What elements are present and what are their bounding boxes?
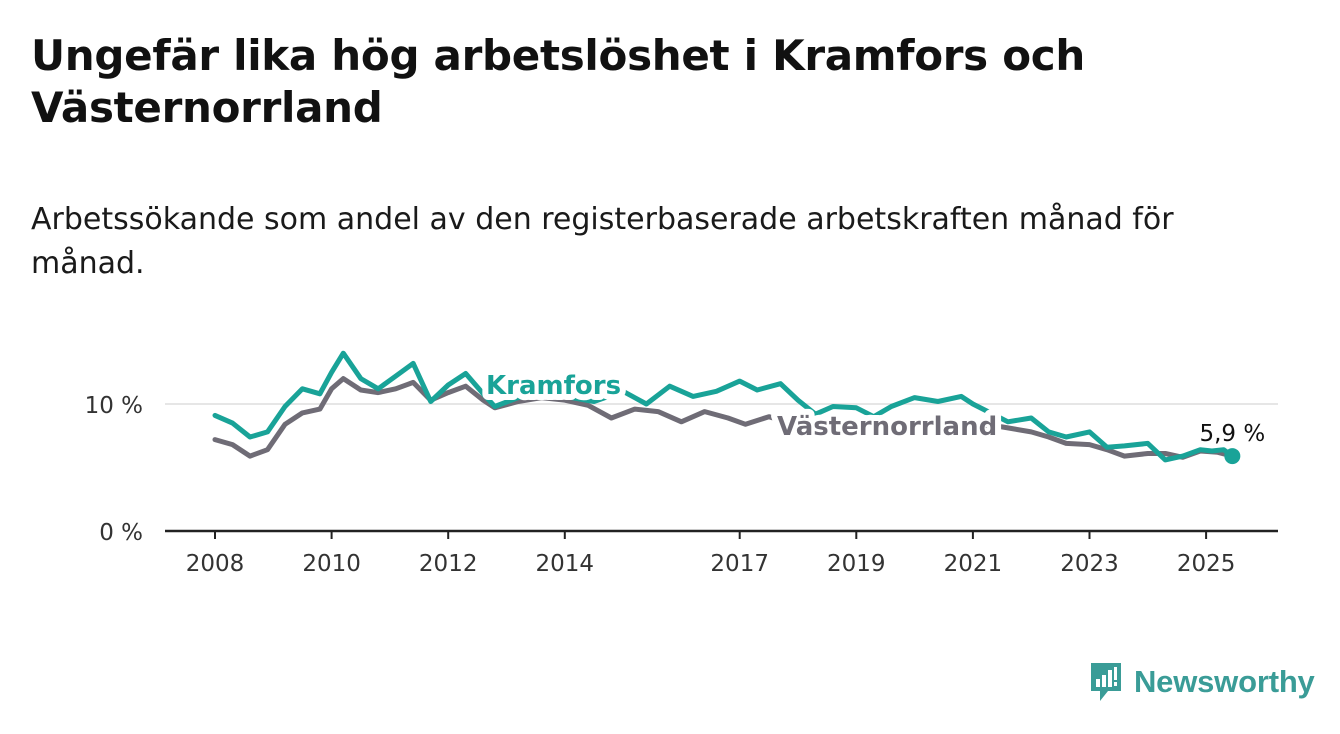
kramfors-line	[212, 350, 1235, 463]
x-tick-label: 2008	[186, 551, 245, 577]
x-tick-label: 2019	[827, 551, 886, 577]
x-tick-label: 2025	[1177, 551, 1236, 577]
end-value-label-halo: 5,9 %	[1199, 421, 1265, 447]
y-tick-label: 10 %	[85, 393, 143, 419]
grid-layer	[165, 403, 1278, 539]
chart-subtitle: Arbetssökande som andel av den registerb…	[31, 202, 1174, 281]
x-tick-label: 2023	[1060, 551, 1119, 577]
vasternorrland-line	[212, 376, 1235, 460]
x-tick-label: 2012	[419, 551, 478, 577]
x-tick-label: 2010	[302, 551, 361, 577]
labels-layer: 0 % 10 % 2008 2010 2012 2014 2017 2019 2021 2023 2…	[85, 365, 1270, 577]
x-tick-label: 2017	[710, 551, 769, 577]
kramfors-end-point	[1224, 448, 1241, 465]
newsworthy-bar-chart-icon	[1091, 663, 1121, 701]
x-tick-label: 2014	[536, 551, 595, 577]
vasternorrland-series-label-halo: Västernorrland	[777, 412, 997, 442]
end-value-label: 5,9 %	[1199, 421, 1265, 447]
brand-name: Newsworthy	[1134, 664, 1315, 699]
kramfors-series-label: Kramfors	[486, 371, 621, 401]
newsworthy-logo: Newsworthy	[1088, 660, 1315, 704]
kramfors-series-label-halo: Kramfors	[486, 371, 621, 401]
lines-layer	[212, 350, 1235, 463]
chart-title: Ungefär lika hög arbetslöshet i Kramfors…	[31, 31, 1085, 132]
vasternorrland-series-label: Västernorrland	[777, 412, 997, 442]
y-tick-label: 0 %	[99, 520, 143, 546]
x-tick-label: 2021	[944, 551, 1003, 577]
